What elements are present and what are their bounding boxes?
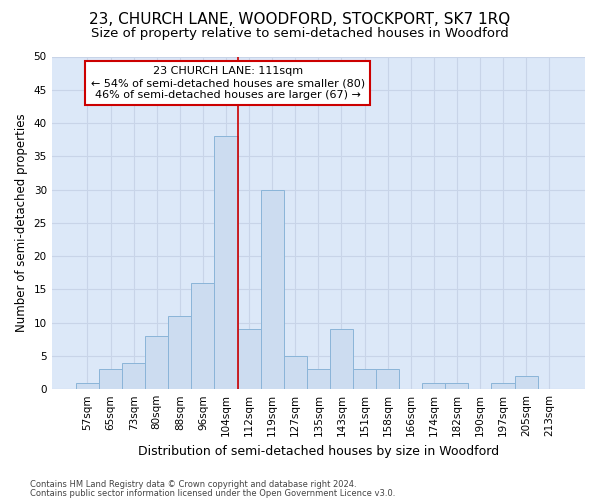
Bar: [515, 376, 538, 389]
Bar: [168, 316, 191, 389]
Bar: [99, 369, 122, 389]
Bar: [145, 336, 168, 389]
Bar: [76, 382, 99, 389]
Bar: [260, 190, 284, 389]
Bar: [353, 369, 376, 389]
X-axis label: Distribution of semi-detached houses by size in Woodford: Distribution of semi-detached houses by …: [138, 444, 499, 458]
Text: Size of property relative to semi-detached houses in Woodford: Size of property relative to semi-detach…: [91, 28, 509, 40]
Y-axis label: Number of semi-detached properties: Number of semi-detached properties: [15, 114, 28, 332]
Bar: [191, 282, 214, 389]
Bar: [307, 369, 330, 389]
Bar: [122, 362, 145, 389]
Text: 23 CHURCH LANE: 111sqm
← 54% of semi-detached houses are smaller (80)
46% of sem: 23 CHURCH LANE: 111sqm ← 54% of semi-det…: [91, 66, 365, 100]
Text: Contains public sector information licensed under the Open Government Licence v3: Contains public sector information licen…: [30, 490, 395, 498]
Bar: [491, 382, 515, 389]
Bar: [422, 382, 445, 389]
Bar: [284, 356, 307, 389]
Bar: [445, 382, 469, 389]
Text: 23, CHURCH LANE, WOODFORD, STOCKPORT, SK7 1RQ: 23, CHURCH LANE, WOODFORD, STOCKPORT, SK…: [89, 12, 511, 28]
Bar: [238, 330, 260, 389]
Bar: [376, 369, 399, 389]
Text: Contains HM Land Registry data © Crown copyright and database right 2024.: Contains HM Land Registry data © Crown c…: [30, 480, 356, 489]
Bar: [330, 330, 353, 389]
Bar: [214, 136, 238, 389]
